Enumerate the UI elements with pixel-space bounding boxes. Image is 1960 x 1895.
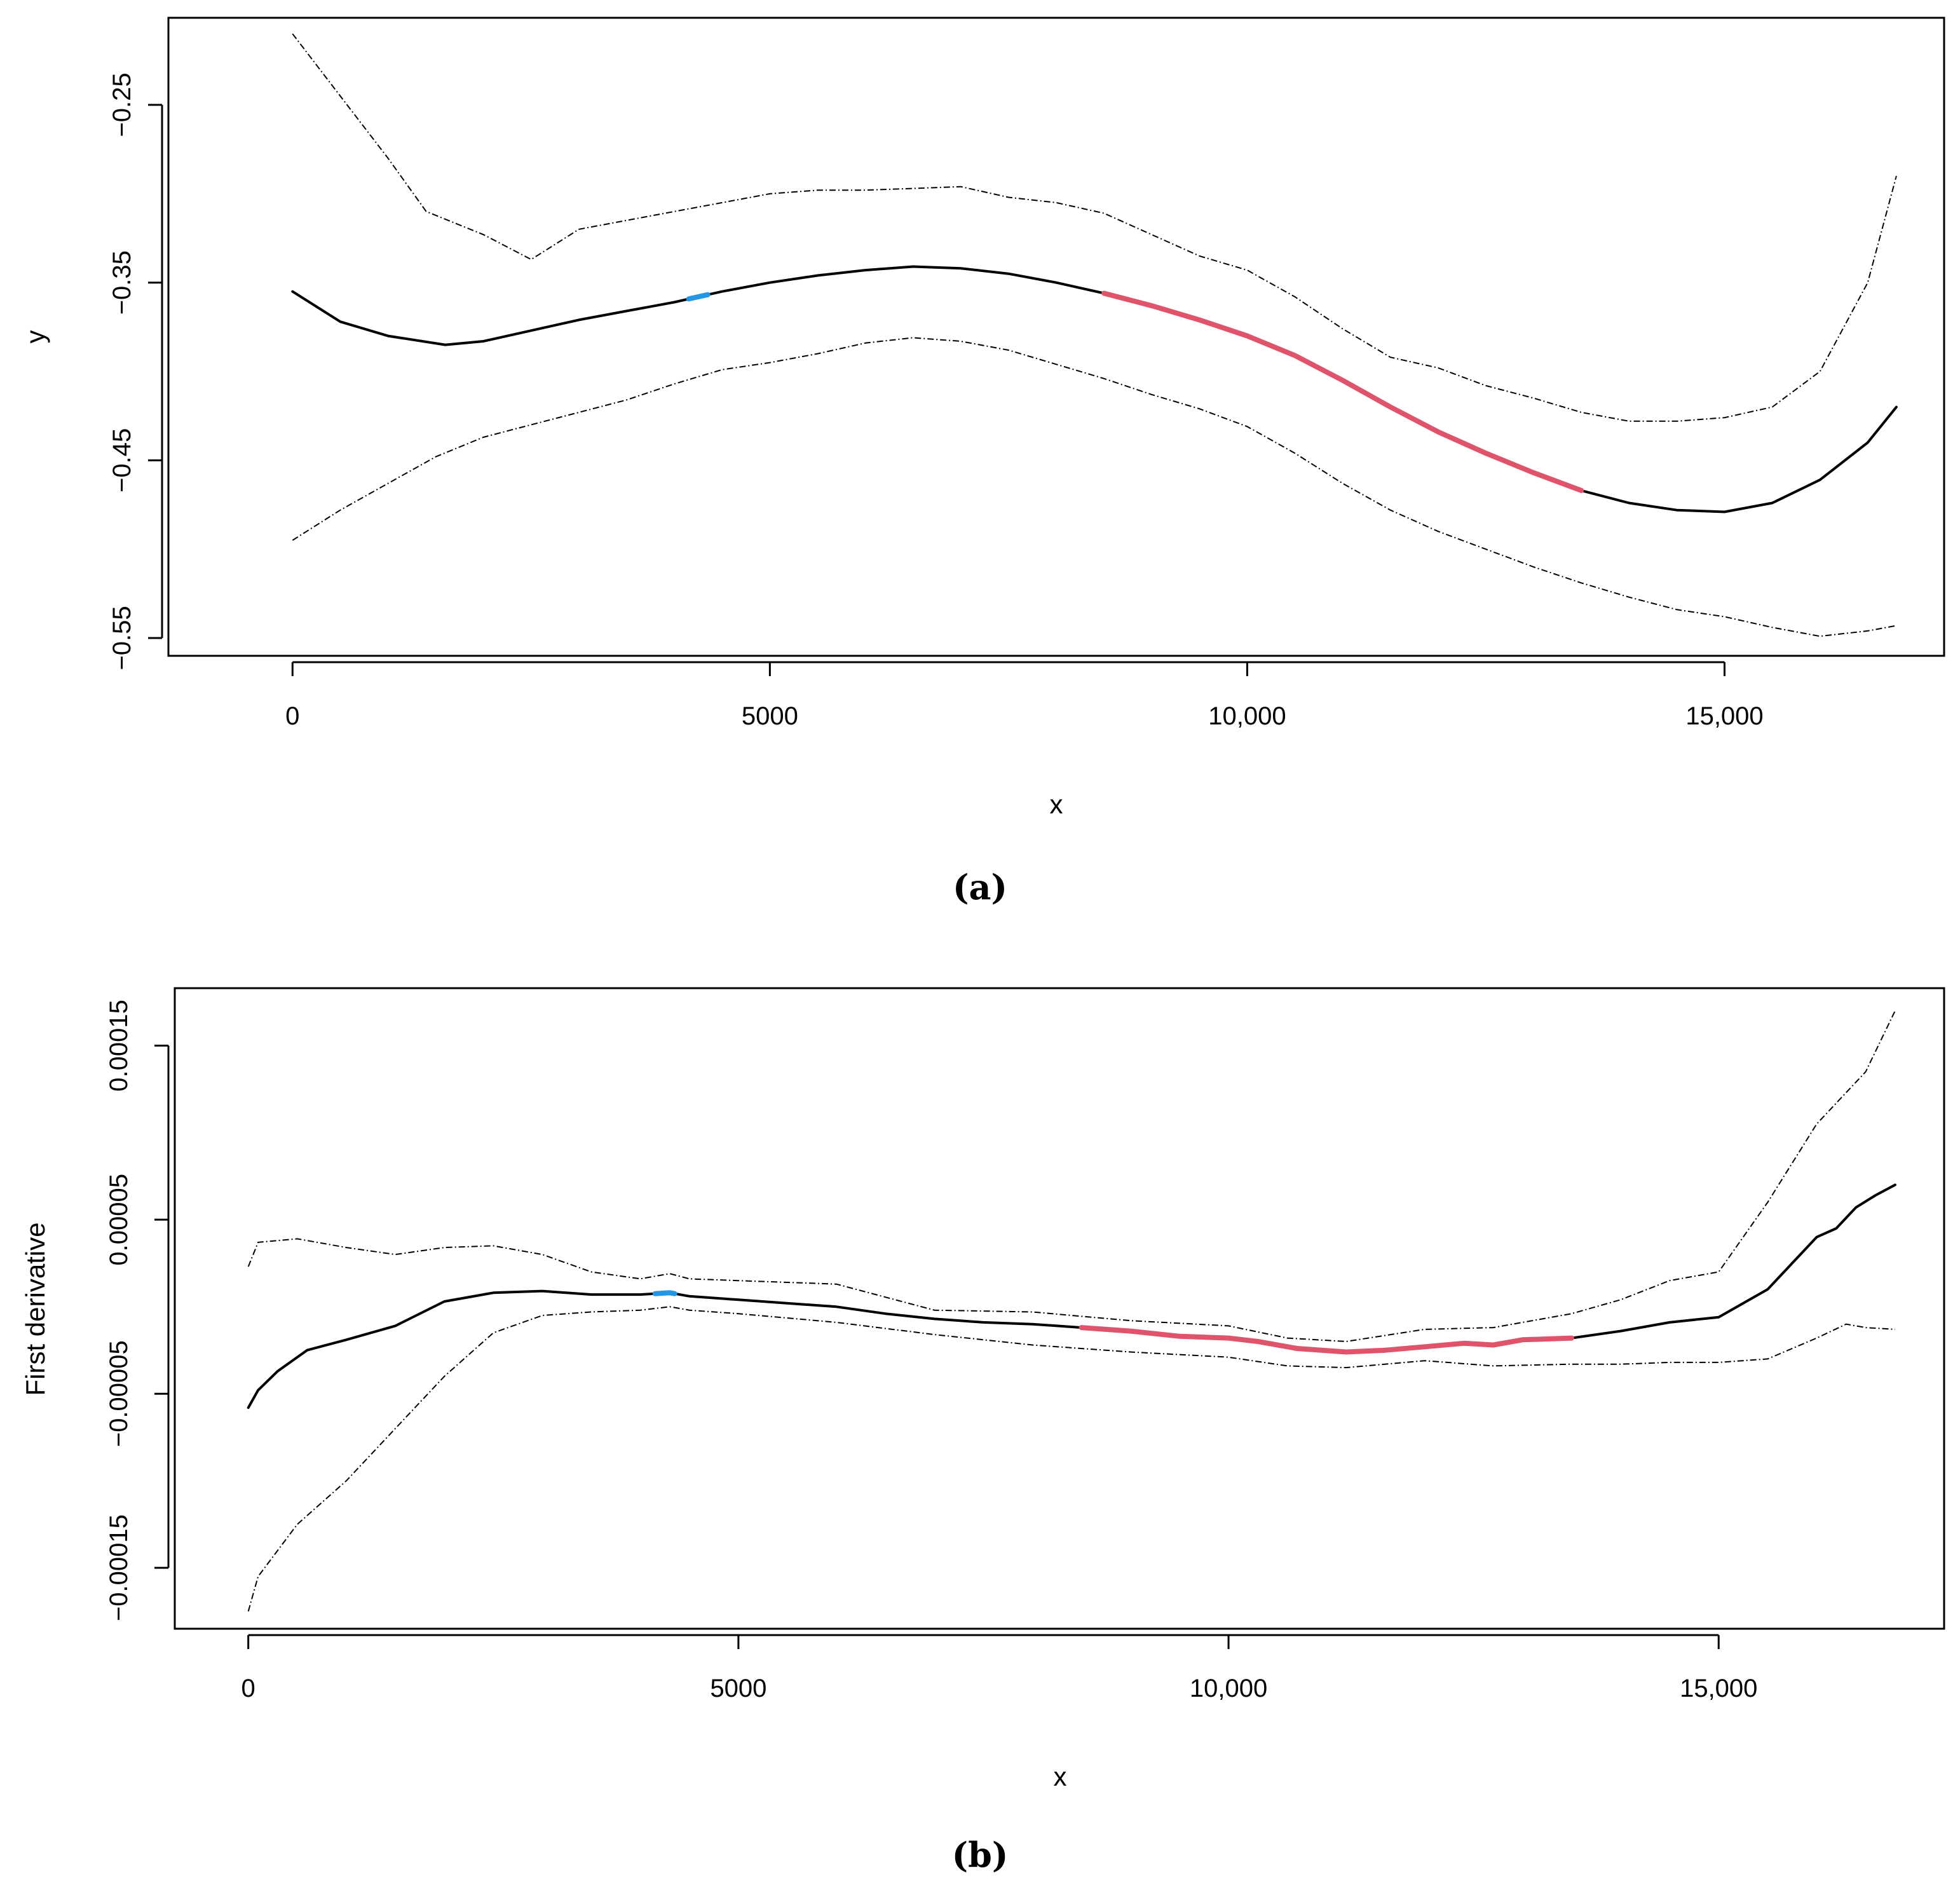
panel-b-lower-confidence-band [247, 1306, 1895, 1612]
panel-a-x-tick-label: 10,000 [1208, 702, 1286, 730]
panel-b-lower-band-layer [247, 1306, 1895, 1612]
panel-a: 0 5000 10,000 15,000 −0.25 −0.35 −0.45 −0.55 x… [20, 17, 1945, 907]
panel-b-significant-decrease-segment [1079, 1325, 1574, 1355]
panel-a-y-tick-label: −0.45 [108, 428, 136, 492]
panel-b-x-ticks: 0 5000 10,000 15,000 [242, 1634, 1757, 1702]
panel-b-plot-frame [174, 987, 1945, 1630]
panel-a-y-ticks: −0.25 −0.35 −0.45 −0.55 [108, 72, 163, 670]
panel-a-y-tick-label: −0.25 [108, 72, 136, 137]
panel-a-y-tick-label: −0.35 [108, 250, 136, 315]
panel-a-x-axis-title: x [1050, 789, 1063, 819]
panel-a-lower-band-layer [292, 337, 1897, 637]
panel-a-lower-confidence-band [292, 337, 1897, 637]
panel-a-x-tick-label: 0 [285, 702, 299, 730]
panel-b-x-axis-title: x [1054, 1762, 1067, 1791]
panel-b-x-tick-label: 0 [242, 1674, 255, 1702]
panel-a-x-tick-label: 15,000 [1685, 702, 1763, 730]
panel-b-x-tick-label: 15,000 [1680, 1674, 1757, 1702]
panel-b-x-tick-label: 5000 [710, 1674, 766, 1702]
panel-b-label: (b) [952, 1835, 1009, 1875]
panel-b-y-axis-title: First derivative [20, 1222, 50, 1396]
panel-a-label: (a) [953, 867, 1007, 907]
panel-b-highlight-layer [652, 1290, 1574, 1355]
panel-b-y-tick-label: −0.00015 [105, 1514, 133, 1621]
panel-a-x-ticks: 0 5000 10,000 15,000 [285, 661, 1764, 730]
panel-a-significant-increase-segment [686, 292, 711, 302]
panel-a-x-tick-label: 5000 [742, 702, 798, 730]
panel-a-plot-frame [167, 17, 1945, 657]
panel-b: 0 5000 10,000 15,000 0.00015 0.00005 −0.00005… [20, 987, 1945, 1875]
panel-a-y-axis-title: y [20, 330, 50, 344]
panel-b-y-ticks: 0.00015 0.00005 −0.00005 −0.00015 [105, 1000, 170, 1621]
panel-b-upper-band-layer [247, 1010, 1896, 1343]
panel-a-highlight-layer [686, 290, 1584, 493]
panel-b-y-tick-label: 0.00005 [105, 1174, 133, 1266]
panel-a-y-tick-label: −0.55 [108, 606, 136, 670]
panel-b-x-tick-label: 10,000 [1190, 1674, 1267, 1702]
panel-b-y-tick-label: 0.00015 [105, 1000, 133, 1092]
panel-b-upper-confidence-band [247, 1010, 1896, 1343]
panel-a-significant-decrease-segment [1101, 290, 1584, 493]
panel-b-y-tick-label: −0.00005 [105, 1340, 133, 1447]
